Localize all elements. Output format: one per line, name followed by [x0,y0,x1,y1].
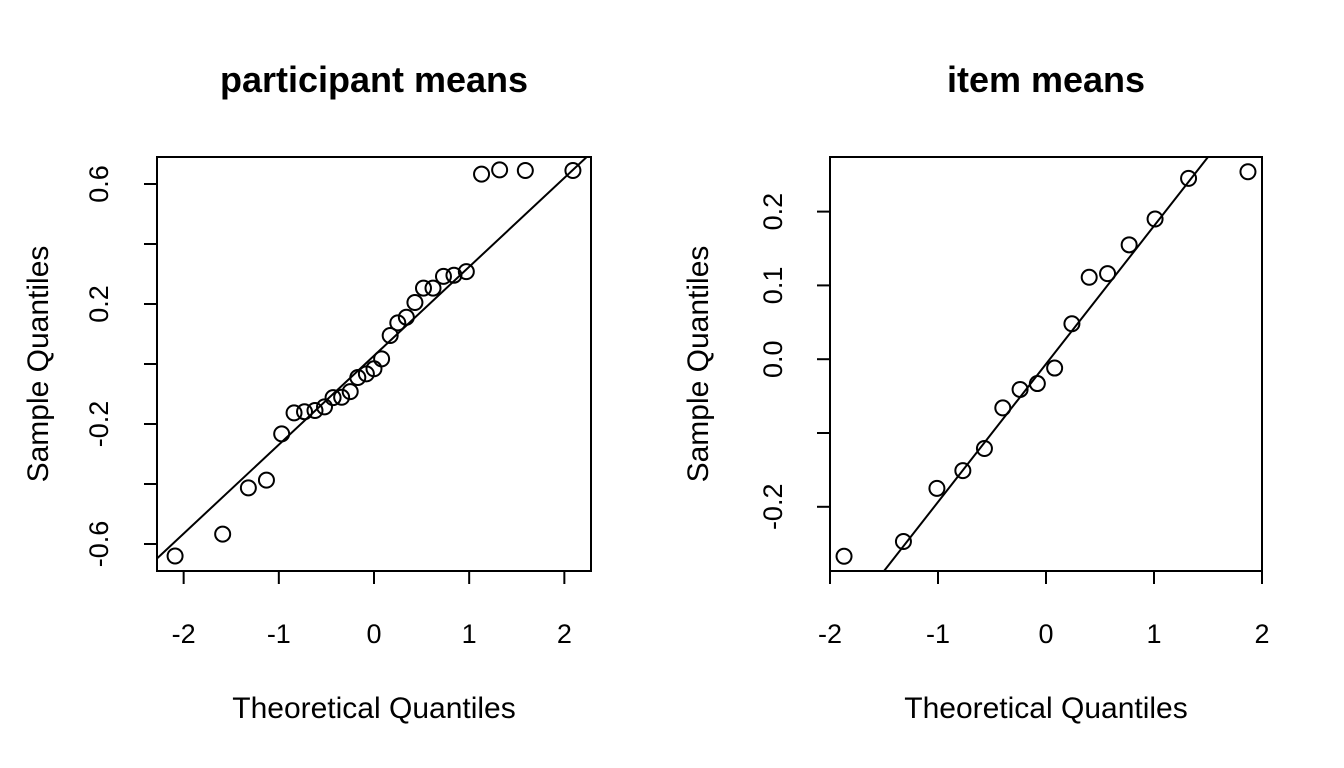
y-tick-label: 0.2 [758,193,788,231]
plot-frame [156,156,592,572]
data-point [491,161,509,179]
data-point [1011,380,1029,398]
data-point [373,350,391,368]
y-tick-label: 0.1 [758,267,788,305]
x-tick-label: 0 [366,619,381,649]
data-point [414,279,432,297]
y-tick-label: 0.6 [84,165,114,203]
data-point [835,547,853,565]
x-tick-label: -1 [267,619,291,649]
chart-title: participant means [220,59,528,100]
data-point [381,327,399,344]
data-point [324,389,342,407]
data-point [434,267,452,285]
y-axis-label: Sample Quantiles [22,246,55,483]
x-tick-label: 1 [462,619,477,649]
x-tick-label: -1 [926,619,950,649]
data-point [954,462,972,480]
data-point [349,369,367,386]
data-point [1028,375,1046,393]
data-point [397,308,415,326]
y-axis-label: Sample Quantiles [682,246,715,483]
y-tick-label: 0.0 [758,340,788,378]
y-tick-label: 0.2 [84,285,114,323]
data-point [285,404,303,422]
data-point [516,162,534,179]
data-point [1239,163,1257,181]
data-point [273,425,291,443]
data-point [333,388,351,406]
data-point [1099,265,1117,283]
data-point [445,266,463,284]
data-point [296,403,314,421]
x-tick-label: 2 [1254,619,1269,649]
data-point [214,525,232,543]
data-point [239,479,257,497]
data-point [894,532,912,550]
data-point [341,383,359,401]
y-tick-label: -0.2 [84,401,114,448]
data-point [473,165,491,183]
data-point [424,279,442,297]
data-point [406,294,424,311]
chart-title: item means [947,59,1145,100]
y-tick-label: -0.2 [758,484,788,531]
data-point [316,398,334,416]
x-tick-label: -2 [818,619,842,649]
x-tick-label: -2 [172,619,196,649]
data-point [994,399,1012,417]
item-means-panel: item means -2 -1 0 1 2 -0.2 0.0 0.1 0.2 Theoretica… [682,59,1270,725]
data-point [975,439,993,457]
data-point [564,162,582,179]
data-point [257,471,275,489]
x-tick-label: 0 [1038,619,1053,649]
data-point [928,479,946,497]
data-point [457,263,475,281]
data-point [306,402,324,419]
x-axis-label: Theoretical Quantiles [904,692,1187,725]
participant-means-panel: participant means -2 -1 0 1 2 -0.6 -0.2 0.2 0.6 Th… [22,59,592,725]
y-tick-label: -0.6 [84,521,114,568]
data-point [166,547,184,565]
data-point [1063,315,1081,333]
data-point [1120,236,1138,254]
qq-reference-line [882,157,1210,571]
data-point [1046,359,1064,377]
data-point [1080,268,1098,286]
x-tick-label: 2 [557,619,572,649]
data-point [1146,210,1164,228]
data-point [1180,169,1198,187]
x-tick-label: 1 [1146,619,1161,649]
data-point [389,314,407,332]
x-axis-label: Theoretical Quantiles [232,692,515,725]
